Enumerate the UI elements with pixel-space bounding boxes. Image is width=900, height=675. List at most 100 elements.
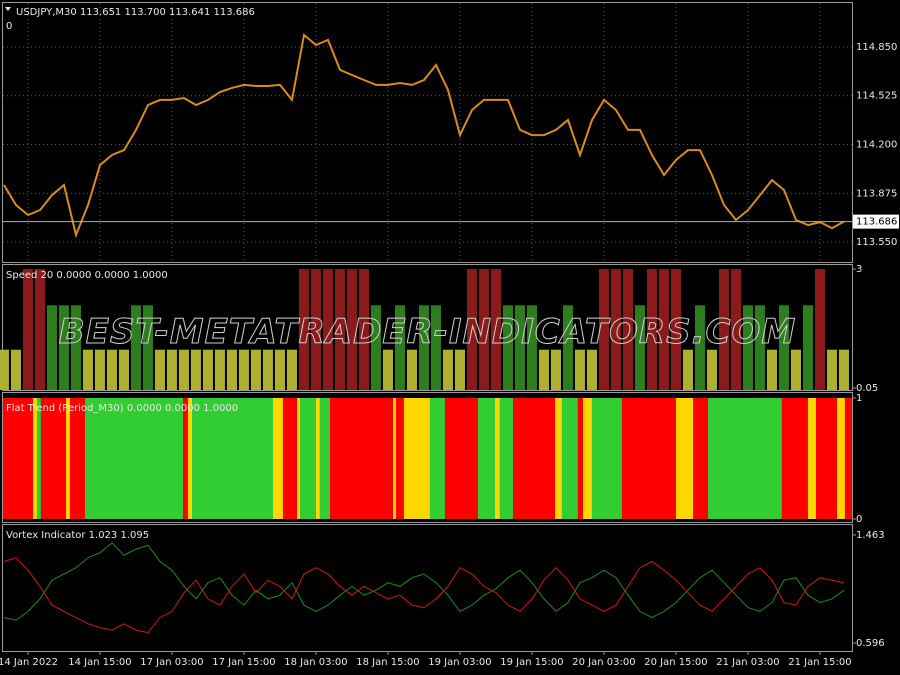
trend-block bbox=[187, 398, 192, 519]
bar bbox=[430, 305, 441, 390]
trend-block bbox=[675, 398, 693, 519]
trend-block bbox=[319, 398, 330, 519]
panel-frame bbox=[2, 2, 853, 263]
bar bbox=[238, 349, 249, 390]
bar bbox=[730, 269, 741, 390]
bar bbox=[514, 305, 525, 390]
bar bbox=[0, 349, 9, 390]
trend-block bbox=[582, 398, 592, 519]
bar bbox=[94, 349, 105, 390]
y-tick-label: 0.05 bbox=[856, 383, 878, 394]
bar bbox=[214, 349, 225, 390]
x-tick-label: 19 Jan 03:00 bbox=[428, 657, 491, 668]
panel-frame bbox=[2, 524, 853, 652]
trend-block bbox=[297, 398, 300, 519]
bar bbox=[706, 349, 717, 390]
bar bbox=[406, 349, 417, 390]
y-tick-label: 114.200 bbox=[856, 140, 897, 151]
bar bbox=[634, 305, 645, 390]
bar bbox=[622, 269, 633, 390]
y-tick-label: 114.525 bbox=[856, 91, 897, 102]
trend-block bbox=[315, 398, 320, 519]
bar bbox=[742, 305, 753, 390]
bar bbox=[358, 269, 369, 390]
symbol-arrow bbox=[5, 7, 11, 11]
x-tick-label: 21 Jan 15:00 bbox=[788, 657, 851, 668]
bar bbox=[574, 349, 585, 390]
bar bbox=[250, 349, 261, 390]
panel-subtitle: 0 bbox=[6, 21, 12, 32]
bar bbox=[262, 349, 273, 390]
panel: 1.463 0.596 Vortex Indicator 1.023 1.095 14… bbox=[0, 530, 885, 668]
trend-block bbox=[844, 398, 852, 519]
data-line bbox=[3, 542, 845, 621]
bar bbox=[34, 269, 45, 390]
trend-block bbox=[591, 398, 622, 519]
bar bbox=[274, 349, 285, 390]
bar bbox=[826, 349, 837, 390]
trend-block bbox=[69, 398, 85, 519]
x-tick-label: 14 Jan 2022 bbox=[0, 657, 58, 668]
trend-block bbox=[36, 398, 41, 519]
trend-block bbox=[192, 398, 273, 519]
trend-block bbox=[396, 398, 404, 519]
trend-block bbox=[66, 398, 70, 519]
bar bbox=[322, 269, 333, 390]
bar bbox=[790, 349, 801, 390]
trend-block bbox=[577, 398, 583, 519]
bar bbox=[778, 305, 789, 390]
bar bbox=[682, 349, 693, 390]
bar bbox=[598, 269, 609, 390]
bar bbox=[10, 349, 21, 390]
bar bbox=[370, 305, 381, 390]
bar bbox=[562, 305, 573, 390]
x-tick-label: 18 Jan 03:00 bbox=[284, 657, 347, 668]
y-tick-label: 3 bbox=[856, 264, 862, 275]
bar bbox=[646, 269, 657, 390]
x-tick-label: 20 Jan 03:00 bbox=[572, 657, 635, 668]
bar bbox=[46, 305, 57, 390]
y-tick-label: 113.550 bbox=[856, 237, 897, 248]
trend-block bbox=[693, 398, 708, 519]
bar bbox=[478, 269, 489, 390]
trend-block bbox=[495, 398, 500, 519]
bar bbox=[802, 305, 813, 390]
bar bbox=[466, 269, 477, 390]
x-tick-label: 17 Jan 15:00 bbox=[212, 657, 275, 668]
bar bbox=[382, 349, 393, 390]
panel: 3 0.05 BEST-METATRADER-INDICATORS.COM Speed… bbox=[0, 264, 878, 394]
bar bbox=[190, 349, 201, 390]
bar bbox=[670, 269, 681, 390]
watermark: BEST-METATRADER-INDICATORS.COM bbox=[59, 312, 796, 352]
trend-block bbox=[555, 398, 562, 519]
trend-block bbox=[330, 398, 393, 519]
y-tick-label: 1 bbox=[856, 393, 862, 404]
x-tick-label: 17 Jan 03:00 bbox=[140, 657, 203, 668]
trend-block bbox=[183, 398, 188, 519]
bar bbox=[538, 349, 549, 390]
panel-title: Vortex Indicator 1.023 1.095 bbox=[6, 530, 149, 541]
bar bbox=[58, 305, 69, 390]
trend-block bbox=[513, 398, 555, 519]
bar bbox=[130, 305, 141, 390]
bar bbox=[82, 349, 93, 390]
y-tick-label: 1.463 bbox=[856, 530, 885, 541]
bar bbox=[310, 269, 321, 390]
bar bbox=[526, 305, 537, 390]
bar bbox=[766, 349, 777, 390]
trend-block bbox=[708, 398, 782, 519]
panel-frame bbox=[2, 264, 853, 391]
bar bbox=[754, 305, 765, 390]
bar bbox=[22, 269, 33, 390]
trend-block bbox=[444, 398, 478, 519]
trend-block bbox=[393, 398, 396, 519]
trend-block bbox=[84, 398, 183, 519]
bar bbox=[346, 269, 357, 390]
bar bbox=[694, 305, 705, 390]
bar bbox=[610, 269, 621, 390]
bar bbox=[202, 349, 213, 390]
bar bbox=[154, 349, 165, 390]
panel: 1 0 Flat Trend (Period_M30) 0.0000 0.0000 … bbox=[3, 393, 862, 525]
trend-block bbox=[477, 398, 495, 519]
